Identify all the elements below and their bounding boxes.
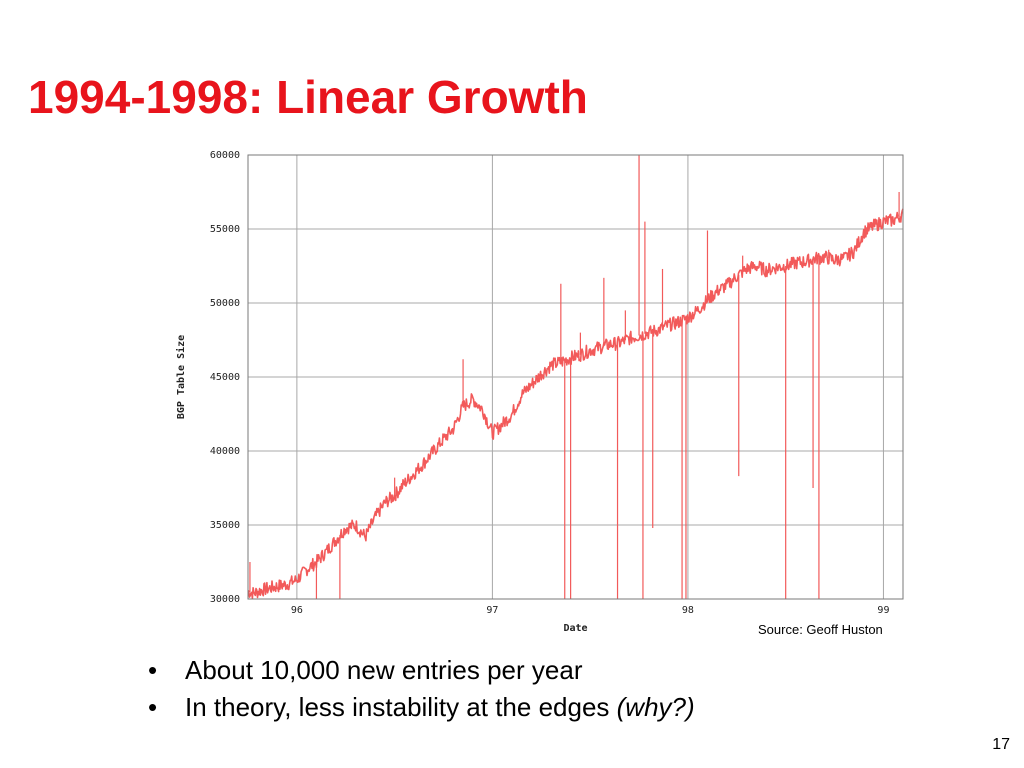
x-tick-label: 97 [486,605,498,616]
y-axis-label: BGP Table Size [175,335,187,419]
slide-title: 1994-1998: Linear Growth [28,71,588,123]
series-line [247,208,904,600]
bullet-marker: • [148,692,158,722]
plot-frame [247,154,904,600]
chart-series [247,208,904,600]
x-tick-label: 99 [877,605,889,616]
chart-svg: 30000 35000 40000 45000 50000 55000 60000 96 97 9… [175,150,904,634]
bgp-table-chart: 30000 35000 40000 45000 50000 55000 60000 96 97 9… [170,140,920,640]
bullet-text: In theory, less instability at the edges [185,692,617,722]
bullet-item: • In theory, less instability at the edg… [140,689,695,726]
y-tick-label: 45000 [210,372,240,383]
chart-spikes [249,155,900,599]
x-tick-label: 96 [291,605,303,616]
page-number: 17 [992,736,1010,753]
x-tick-label: 98 [682,605,694,616]
y-tick-label: 35000 [210,520,240,531]
bullet-list: • About 10,000 new entries per year • In… [140,652,695,726]
y-tick-label: 55000 [210,224,240,235]
bullet-marker: • [148,655,158,685]
bullet-emphasis: (why?) [616,692,695,722]
y-tick-label: 40000 [210,446,240,457]
y-tick-label: 60000 [210,150,240,161]
x-axis-label: Date [563,623,587,634]
bullet-text: About 10,000 new entries per year [185,655,583,685]
chart-ticks: 30000 35000 40000 45000 50000 55000 60000 96 97 9… [210,150,890,616]
bullet-item: • About 10,000 new entries per year [140,652,695,689]
y-tick-label: 50000 [210,298,240,309]
source-credit: Source: Geoff Huston [758,622,883,637]
y-tick-label: 30000 [210,594,240,605]
